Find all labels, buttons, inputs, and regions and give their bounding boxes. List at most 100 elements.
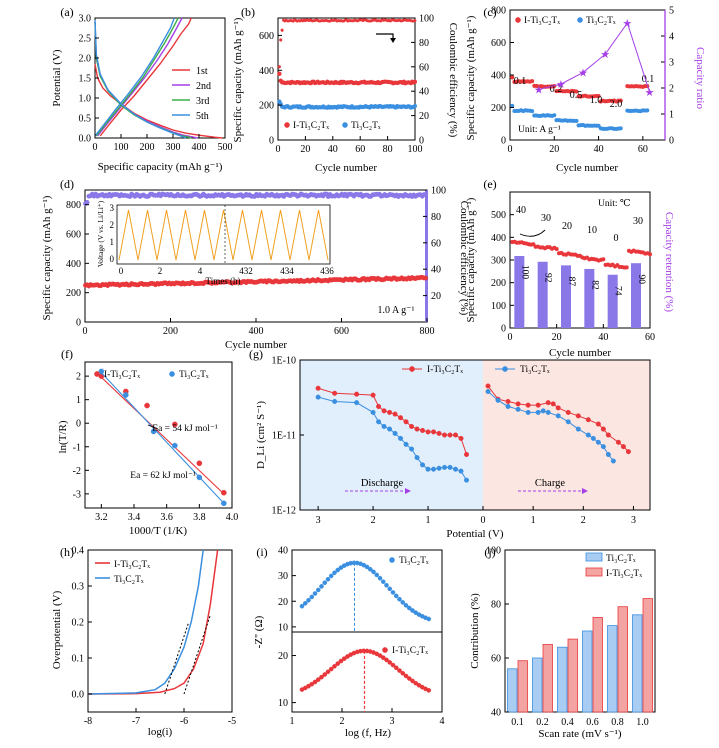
data-point-Ti₃C₂Tₓ: [123, 392, 129, 398]
ea-pointer: [147, 424, 159, 430]
y-tick-label: 40: [431, 265, 441, 276]
x-tick-label: 400: [249, 326, 264, 337]
series-line-Ti₃C₂Tₓ: [87, 549, 204, 695]
data-point-I-Ti3C2Tx: [322, 672, 328, 677]
y-tick-label: -2: [73, 466, 81, 477]
y-axis-label: Specific capacity (mAh g⁻¹): [41, 195, 53, 320]
annotation-arrow: [519, 229, 546, 237]
data-point-I-Ti3C2Tx: [390, 662, 396, 668]
bar-Ti₃C₂Tₓ-0.6: [582, 630, 593, 713]
series-line-2nd-charge: [97, 17, 183, 137]
inset-x-tick-label: 436: [320, 266, 334, 276]
data-point-Ti3C2Tx: [364, 564, 370, 570]
y-axis-label: Contribution (%): [469, 593, 481, 669]
rate-label: 1.0: [590, 95, 603, 106]
y2-axis-label: Coulombic efficiency (%): [447, 23, 459, 138]
data-point-I-Ti₃C₂Tₓ: [414, 426, 420, 432]
y-tick-label: 1: [76, 395, 81, 406]
y-axis-label: -Z'' (Ω): [253, 615, 265, 648]
x-tick-label: 20: [549, 144, 559, 155]
y-tick-label: 400: [491, 233, 506, 244]
x-tick-label: 4.0: [226, 512, 239, 523]
data-point-Ti₃C₂Tₓ: [442, 464, 448, 470]
data-point-I-Ti3C2Tx: [413, 680, 419, 686]
data-point-Ti₃C₂Tₓ: [403, 441, 409, 447]
ea-annotation: Ea = 54 kJ mol⁻¹: [152, 424, 218, 434]
y-axis-label: ln(T/R): [57, 420, 69, 453]
inset-y-label: Voltage (V vs. Li/Li⁺): [96, 200, 105, 267]
y-tick-label: 0: [76, 419, 81, 430]
y2-axis-label: Coulombic efficiency (%): [458, 201, 470, 316]
temp-label: 0: [614, 233, 619, 244]
bar-I-Ti₃C₂Tₓ-0.1: [517, 660, 528, 713]
bar-Ti₃C₂Tₓ-1.0: [632, 614, 643, 713]
y-tick-label: 0: [501, 136, 506, 147]
inset-x-label: Times (h): [206, 276, 241, 286]
x-axis-label: Specific capacity (mAh g⁻¹): [98, 161, 223, 173]
data-point-Ti3C2Tx: [377, 575, 383, 581]
y-tick-label: 40: [419, 87, 429, 98]
retention-bar-label: 92: [543, 273, 553, 283]
retention-bar-label: 100: [519, 265, 529, 280]
panel-label: (j): [484, 545, 495, 559]
y-axis-label: Overpotential (V): [51, 590, 63, 669]
data-point-Ti₃C₂Tₓ: [585, 432, 591, 438]
x-tick-label: 0.2: [536, 717, 549, 728]
y-tick-label: 100: [486, 546, 501, 557]
data-point-I-Ti₃C₂Tₓ: [332, 390, 338, 396]
x-tick-label: 20: [300, 144, 310, 155]
ce-arrowhead: [390, 38, 396, 43]
data-point-I-Ti₃C₂Tₓ: [376, 403, 382, 409]
retention-bar-label: 82: [589, 280, 599, 290]
ratio-line: [538, 21, 650, 93]
panel-d: 0 2 4 432 434 436 0 1 2 3 Times (h) Voltage (V vs. …: [41, 177, 470, 351]
y2-axis-label: Capacity retention (%): [663, 212, 675, 313]
x-tick-label: 3: [390, 716, 395, 727]
x-tick-label: 3: [631, 515, 636, 526]
legend-label: I-Ti₃C₂Tₓ: [114, 560, 150, 570]
y-axis-label: Specific capacity (mAh g⁻¹): [232, 17, 244, 142]
y-tick-label: -1: [73, 442, 81, 453]
x-tick-label: 0.4: [561, 717, 574, 728]
data-point-I-Ti3C2Tx: [312, 679, 318, 685]
legend-label: Ti₃C₂Tₓ: [351, 121, 381, 131]
data-point-Ti₃C₂Tₓ: [436, 465, 442, 471]
y-tick-label: 2.5: [79, 34, 92, 45]
y-axis-label: Potential (V): [51, 49, 63, 106]
data-point-I-Ti3C2Tx: [596, 93, 601, 99]
y-tick-label: 20: [419, 111, 429, 122]
y2-axis-label: Capacity ratio: [694, 47, 706, 110]
panel-label: (f): [61, 347, 73, 361]
y-tick-label: 300: [491, 256, 506, 267]
x-axis-label: Cycle number: [549, 347, 611, 359]
y-tick-label: 0: [269, 136, 274, 147]
x-axis-label: Cycle number: [315, 162, 377, 174]
data-point-I-Ti3C2Tx: [380, 655, 386, 660]
data-point-I-Ti₃C₂Tₓ: [431, 429, 437, 435]
ea-annotation: Ea = 62 kJ mol⁻¹: [130, 471, 196, 481]
x-tick-label: 0.8: [611, 717, 624, 728]
temp-label: 20: [562, 221, 572, 232]
legend-label: I-Ti₃C₂Tₓ: [104, 370, 140, 380]
data-point-I-Ti3C2Tx: [335, 661, 341, 666]
bar-I-Ti₃C₂Tₓ-1.0: [642, 598, 653, 713]
data-point-I-Ti3C2Tx: [574, 89, 579, 94]
data-point-Ti3C2Tx: [618, 126, 623, 131]
x-tick-label: 3.4: [128, 512, 141, 523]
data-point-CE: [277, 65, 281, 69]
bar-Ti₃C₂Tₓ-0.8: [607, 625, 618, 713]
y-tick-label: 3.0: [79, 14, 92, 25]
plot-frame: [509, 191, 651, 329]
data-point-Ti₃C₂Tₓ: [595, 439, 601, 445]
data-point-Ti3C2Tx: [325, 576, 331, 582]
data-point-Ti3C2Tx: [397, 596, 402, 602]
data-point-Ti₃C₂Tₓ: [575, 426, 581, 432]
y-tick-label: 2: [76, 372, 81, 383]
ratio-star: ★: [645, 87, 655, 99]
legend-marker: [169, 371, 175, 377]
data-point-Ti₃C₂Tₓ: [453, 466, 459, 472]
retention-bar: [607, 274, 618, 328]
data-point-I-Ti3C2Tx: [510, 75, 515, 80]
x-tick-label: 4: [440, 716, 445, 727]
inset-x-tick-label: 4: [198, 266, 203, 276]
